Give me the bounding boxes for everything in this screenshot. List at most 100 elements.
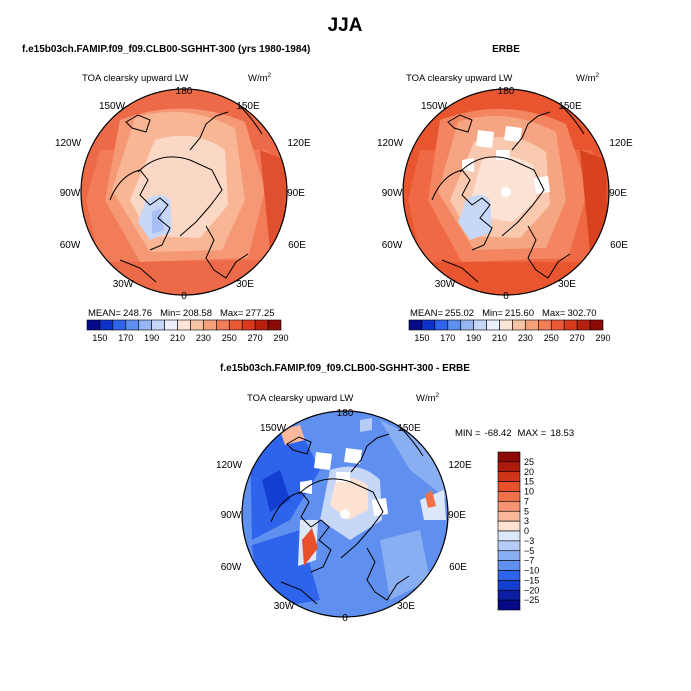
panel-model-lon-labels: 180 150W 150E 120W 120E 90W 90E 60W 60E … [55,86,311,302]
lon-label-30e: 30E [236,279,254,290]
panel-obs-colorbar [408,319,604,331]
lon-label-30w: 30W [435,279,456,290]
panel-obs-stats: MEAN= 255.02 Min= 215.60 Max= 302.70 [410,308,597,319]
colorbar-swatch [512,319,526,331]
colorbar-swatch [486,319,500,331]
colorbar-tick-label: 230 [518,333,533,343]
lon-label-90w: 90W [382,188,403,199]
colorbar-tick-label: 250 [222,333,237,343]
colorbar-tick-label: −20 [524,585,539,595]
colorbar-swatch [497,461,521,473]
colorbar-swatch [497,471,521,482]
season-title: JJA [328,15,363,36]
lon-label-60w: 60W [382,240,403,251]
lon-label-180: 180 [498,86,515,97]
lon-label-150w: 150W [260,423,287,434]
colorbar-swatch [164,319,178,331]
colorbar-tick-label: −7 [524,556,534,566]
colorbar-tick-label: 25 [524,457,534,467]
lon-label-90w: 90W [60,188,81,199]
colorbar-swatch [497,501,521,512]
colorbar-swatch [497,570,521,581]
lon-label-150w: 150W [421,101,448,112]
panel-diff-header: f.e15b03ch.FAMIP.f09_f09.CLB00-SGHHT-300… [220,363,470,374]
panel-diff-lon-labels: 180 150W 150E 120W 120E 90W 90E 60W 60E … [216,408,472,624]
colorbar-tick-label: 230 [196,333,211,343]
panel-diff-plot-title: TOA clearsky upward LW [247,393,353,404]
colorbar-tick-label: 290 [595,333,610,343]
lon-label-180: 180 [176,86,193,97]
panel-obs-lon-labels: 180 150W 150E 120W 120E 90W 90E 60W 60E … [377,86,633,302]
panel-model-map [81,89,287,295]
colorbar-tick-label: 270 [570,333,585,343]
colorbar-tick-label: 250 [544,333,559,343]
colorbar-swatch [86,319,101,331]
lon-label-30w: 30W [113,279,134,290]
colorbar-tick-label: 10 [524,487,534,497]
colorbar-swatch [408,319,423,331]
lon-label-120e: 120E [448,460,472,471]
colorbar-tick-label: 270 [248,333,263,343]
colorbar-swatch [421,319,436,331]
colorbar-swatch [434,319,449,331]
colorbar-swatch [267,319,282,331]
colorbar-swatch [177,319,191,331]
lon-label-150e: 150E [397,423,421,434]
lon-label-90w: 90W [221,510,242,521]
panel-model-units: W/m2 [248,72,272,84]
colorbar-swatch [447,319,462,331]
colorbar-swatch [497,540,521,552]
lon-label-150w: 150W [99,101,126,112]
lon-label-30e: 30E [558,279,576,290]
panel-obs-map-outline [402,88,610,296]
colorbar-swatch [216,319,230,331]
colorbar-swatch [125,319,140,331]
colorbar-swatch [497,599,521,611]
colorbar-swatch [497,580,521,591]
lon-label-60w: 60W [221,562,242,573]
panel-diff-units: W/m2 [416,392,440,404]
colorbar-swatch [576,319,591,331]
colorbar-swatch [538,319,552,331]
panel-model-map-outline [80,88,288,296]
panel-obs-coastlines [431,103,585,283]
lon-label-30w: 30W [274,601,295,612]
colorbar-swatch [497,560,521,571]
colorbar-swatch [203,319,217,331]
colorbar-tick-label: −5 [524,546,534,556]
colorbar-swatch [550,319,565,331]
colorbar-swatch [563,319,578,331]
lon-label-60e: 60E [288,240,306,251]
panel-diff: f.e15b03ch.FAMIP.f09_f09.CLB00-SGHHT-300… [216,363,574,624]
lon-label-120e: 120E [287,138,311,149]
colorbar-tick-label: −15 [524,575,539,585]
lon-label-90e: 90E [448,510,466,521]
panel-model-colorbar [86,319,282,331]
lon-label-150e: 150E [558,101,582,112]
lon-label-30e: 30E [397,601,415,612]
colorbar-swatch [473,319,487,331]
colorbar-swatch [190,319,204,331]
colorbar-swatch [138,319,152,331]
colorbar-tick-label: −10 [524,566,539,576]
colorbar-swatch [497,451,521,463]
colorbar-swatch [497,481,521,492]
panel-model-colorbar-labels: 150 170 190 210 230 250 270 290 [92,333,288,343]
colorbar-tick-label: 170 [440,333,455,343]
lon-label-180: 180 [337,408,354,419]
panel-model-plot-title: TOA clearsky upward LW [82,73,188,84]
lon-label-0: 0 [503,291,509,302]
panel-obs-plot-title: TOA clearsky upward LW [406,73,512,84]
colorbar-swatch [228,319,243,331]
panel-model-coastlines [109,103,263,283]
lon-label-150e: 150E [236,101,260,112]
colorbar-swatch [499,319,513,331]
colorbar-swatch [254,319,269,331]
colorbar-swatch [112,319,127,331]
lon-label-120w: 120W [216,460,243,471]
colorbar-swatch [151,319,165,331]
lon-label-60e: 60E [449,562,467,573]
colorbar-tick-label: 290 [273,333,288,343]
lon-label-60w: 60W [60,240,81,251]
